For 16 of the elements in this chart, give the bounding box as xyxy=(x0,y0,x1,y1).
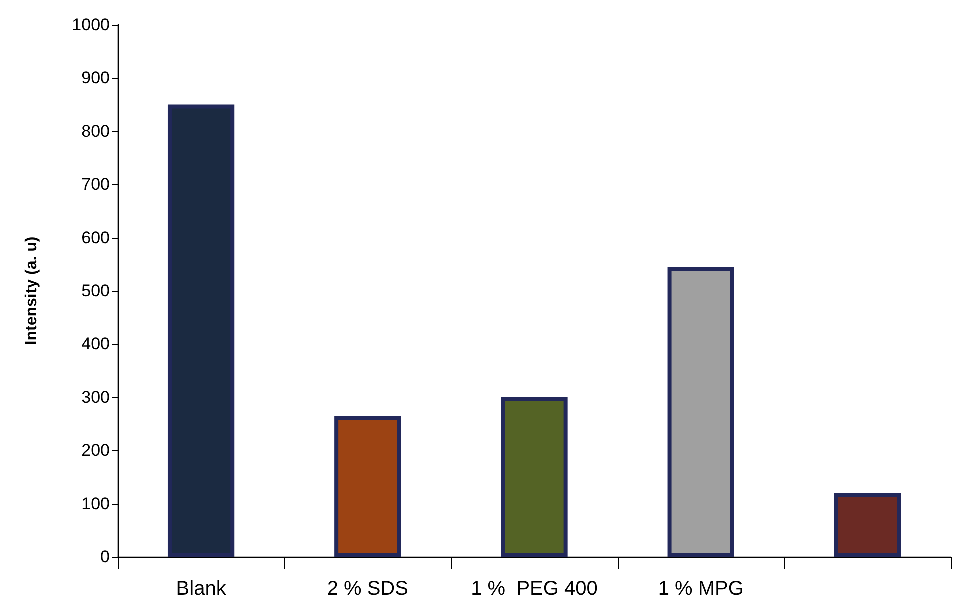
x-tick-label: 1 % MPG xyxy=(658,578,744,600)
y-tick-label: 100 xyxy=(82,494,110,514)
y-tick-label: 400 xyxy=(82,334,110,354)
x-tick-label: Blank xyxy=(176,578,228,600)
y-tick-label: 500 xyxy=(82,282,110,300)
y-axis-title: Intensity (a. u) xyxy=(24,236,40,346)
y-tick-label: 800 xyxy=(82,122,110,141)
x-tick-label: 2 % SDS xyxy=(327,578,408,600)
y-tick-label: 0 xyxy=(100,548,110,566)
x-tick-label: 1 % PEG 400 xyxy=(471,578,598,600)
y-tick-label: 1000 xyxy=(72,16,110,34)
y-tick-label: 900 xyxy=(82,68,110,88)
y-tick-label: 600 xyxy=(82,228,110,248)
y-tick-label: 200 xyxy=(82,441,110,460)
y-tick-label: 700 xyxy=(82,175,110,194)
y-tick-label: 300 xyxy=(82,388,110,407)
